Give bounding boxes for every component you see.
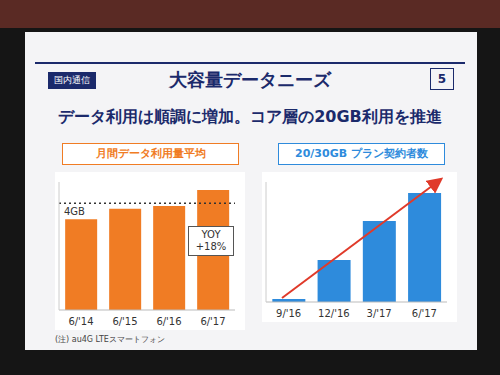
svg-text:6/'16: 6/'16 <box>156 316 181 327</box>
html-text:5: 5 <box>437 72 447 86</box>
html-text:YOY: YOY <box>201 229 221 240</box>
svg-text:6/'15: 6/'15 <box>112 316 137 327</box>
html-text:データ利用は順調に増加。コア層の20GB利用を推進: データ利用は順調に増加。コア層の20GB利用を推進 <box>58 107 442 126</box>
svg-text:9/'16: 9/'16 <box>276 308 301 319</box>
svg-text:4GB: 4GB <box>64 206 85 217</box>
html-text:20/30GB プラン契約者数: 20/30GB プラン契約者数 <box>295 147 428 160</box>
svg-text:6/'17: 6/'17 <box>412 308 437 319</box>
svg-text:3/'17: 3/'17 <box>367 308 392 319</box>
html-text:月間データ利用量平均: 月間データ利用量平均 <box>95 147 206 160</box>
html-text:+18%: +18% <box>195 241 227 252</box>
html-text:(注) au4G LTEスマートフォン: (注) au4G LTEスマートフォン <box>55 335 165 344</box>
html-text:大容量データニーズ: 大容量データニーズ <box>169 69 331 90</box>
svg-text:6/'14: 6/'14 <box>68 316 93 327</box>
html-text:国内通信: 国内通信 <box>54 75 90 85</box>
svg-text:6/'17: 6/'17 <box>200 316 225 327</box>
svg-text:12/'16: 12/'16 <box>318 308 350 319</box>
